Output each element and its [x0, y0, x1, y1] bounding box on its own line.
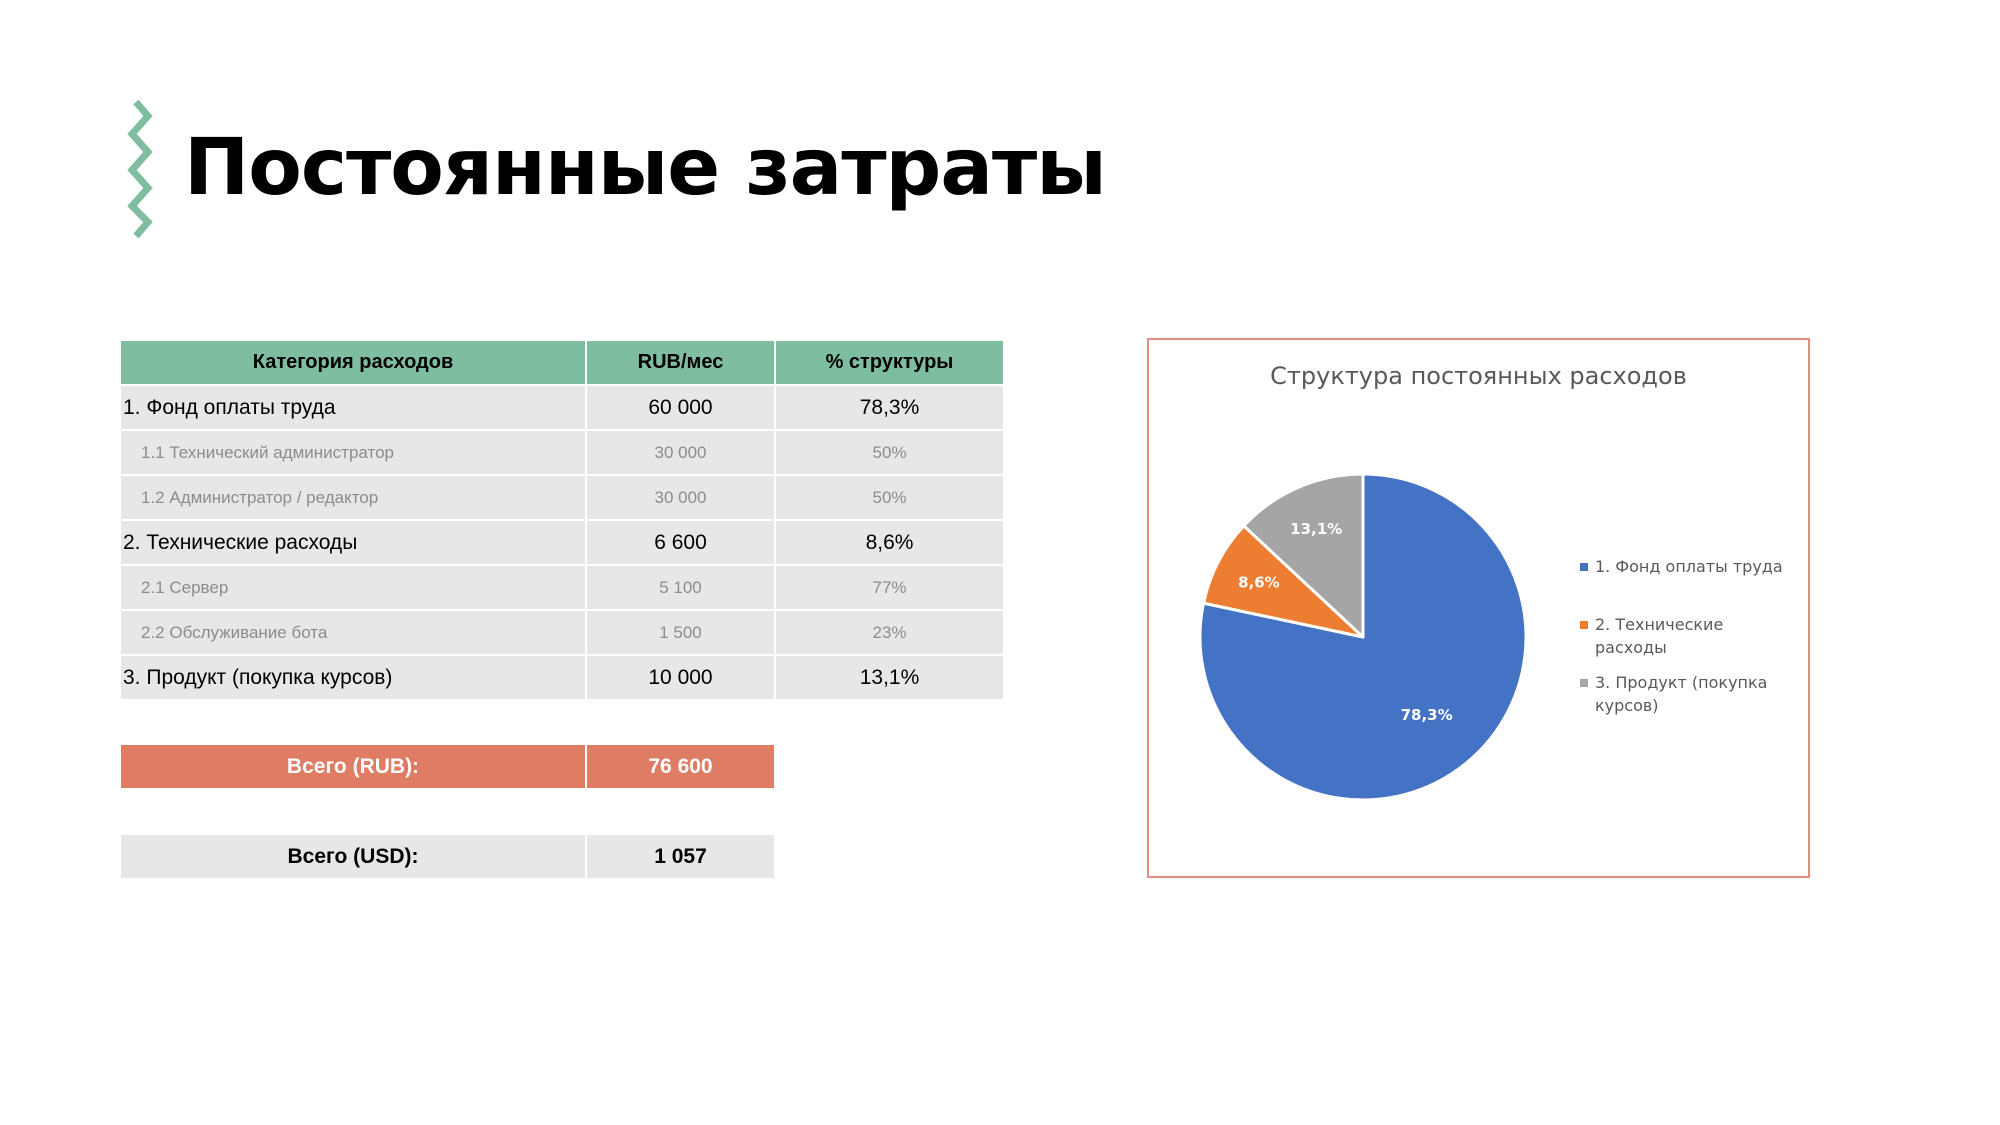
row-rub: 30 000	[587, 476, 774, 519]
row-percent: 78,3%	[776, 386, 1003, 429]
row-category: 3. Продукт (покупка курсов)	[121, 656, 585, 699]
pie-plot: 78,3% 8,6% 13,1%	[1198, 472, 1528, 802]
row-category: 2.1 Сервер	[121, 566, 585, 609]
table-row: 1.1 Технический администратор 30 000 50%	[121, 431, 1003, 474]
total-usd-table: Всего (USD): 1 057	[119, 833, 776, 880]
total-usd-label: Всего (USD):	[121, 835, 585, 878]
row-percent: 8,6%	[776, 521, 1003, 564]
pie-slice	[1202, 524, 1365, 639]
pie-slice	[1242, 472, 1365, 639]
row-category: 1.2 Администратор / редактор	[121, 476, 585, 519]
pie-data-label: 78,3%	[1401, 706, 1453, 724]
total-rub-value: 76 600	[587, 745, 774, 788]
total-rub-row: Всего (RUB): 76 600	[121, 745, 774, 788]
row-rub: 1 500	[587, 611, 774, 654]
table-row: 2.2 Обслуживание бота 1 500 23%	[121, 611, 1003, 654]
legend-swatch-icon	[1580, 679, 1588, 687]
legend-label: 3. Продукт (покупка курсов)	[1595, 673, 1768, 715]
page-title: Постоянные затраты	[184, 123, 1107, 213]
costs-table: Категория расходов RUB/мес % структуры 1…	[119, 339, 1005, 701]
legend-item: 2. Технические расходы	[1580, 613, 1795, 659]
legend-label: 2. Технические расходы	[1595, 615, 1724, 657]
table-header-row: Категория расходов RUB/мес % структуры	[121, 341, 1003, 384]
total-rub-table: Всего (RUB): 76 600	[119, 743, 776, 790]
pie-data-label: 8,6%	[1238, 573, 1280, 591]
legend-swatch-icon	[1580, 621, 1588, 629]
table-row: 3. Продукт (покупка курсов) 10 000 13,1%	[121, 656, 1003, 699]
pie-data-label: 13,1%	[1290, 520, 1342, 538]
chart-title: Структура постоянных расходов	[1270, 362, 1687, 390]
legend-item: 3. Продукт (покупка курсов)	[1580, 671, 1795, 717]
row-category: 2.2 Обслуживание бота	[121, 611, 585, 654]
header-rub: RUB/мес	[587, 341, 774, 384]
row-rub: 60 000	[587, 386, 774, 429]
header-category: Категория расходов	[121, 341, 585, 384]
total-usd-row: Всего (USD): 1 057	[121, 835, 774, 878]
total-rub-label: Всего (RUB):	[121, 745, 585, 788]
row-rub: 10 000	[587, 656, 774, 699]
row-rub: 5 100	[587, 566, 774, 609]
row-percent: 23%	[776, 611, 1003, 654]
row-category: 2. Технические расходы	[121, 521, 585, 564]
row-rub: 30 000	[587, 431, 774, 474]
legend-label: 1. Фонд оплаты труда	[1595, 557, 1783, 576]
pie-slice	[1198, 472, 1528, 802]
zigzag-accent-icon	[127, 100, 153, 238]
row-category: 1. Фонд оплаты труда	[121, 386, 585, 429]
table-row: 2. Технические расходы 6 600 8,6%	[121, 521, 1003, 564]
row-percent: 13,1%	[776, 656, 1003, 699]
total-usd-value: 1 057	[587, 835, 774, 878]
legend-item: 1. Фонд оплаты труда	[1580, 555, 1795, 578]
row-percent: 50%	[776, 431, 1003, 474]
row-percent: 77%	[776, 566, 1003, 609]
pie-chart: Структура постоянных расходов 78,3% 8,6% 1…	[1147, 338, 1810, 878]
row-percent: 50%	[776, 476, 1003, 519]
row-category: 1.1 Технический администратор	[121, 431, 585, 474]
table-row: 1.2 Администратор / редактор 30 000 50%	[121, 476, 1003, 519]
header-percent: % структуры	[776, 341, 1003, 384]
row-rub: 6 600	[587, 521, 774, 564]
table-row: 1. Фонд оплаты труда 60 000 78,3%	[121, 386, 1003, 429]
table-row: 2.1 Сервер 5 100 77%	[121, 566, 1003, 609]
legend-swatch-icon	[1580, 563, 1588, 571]
